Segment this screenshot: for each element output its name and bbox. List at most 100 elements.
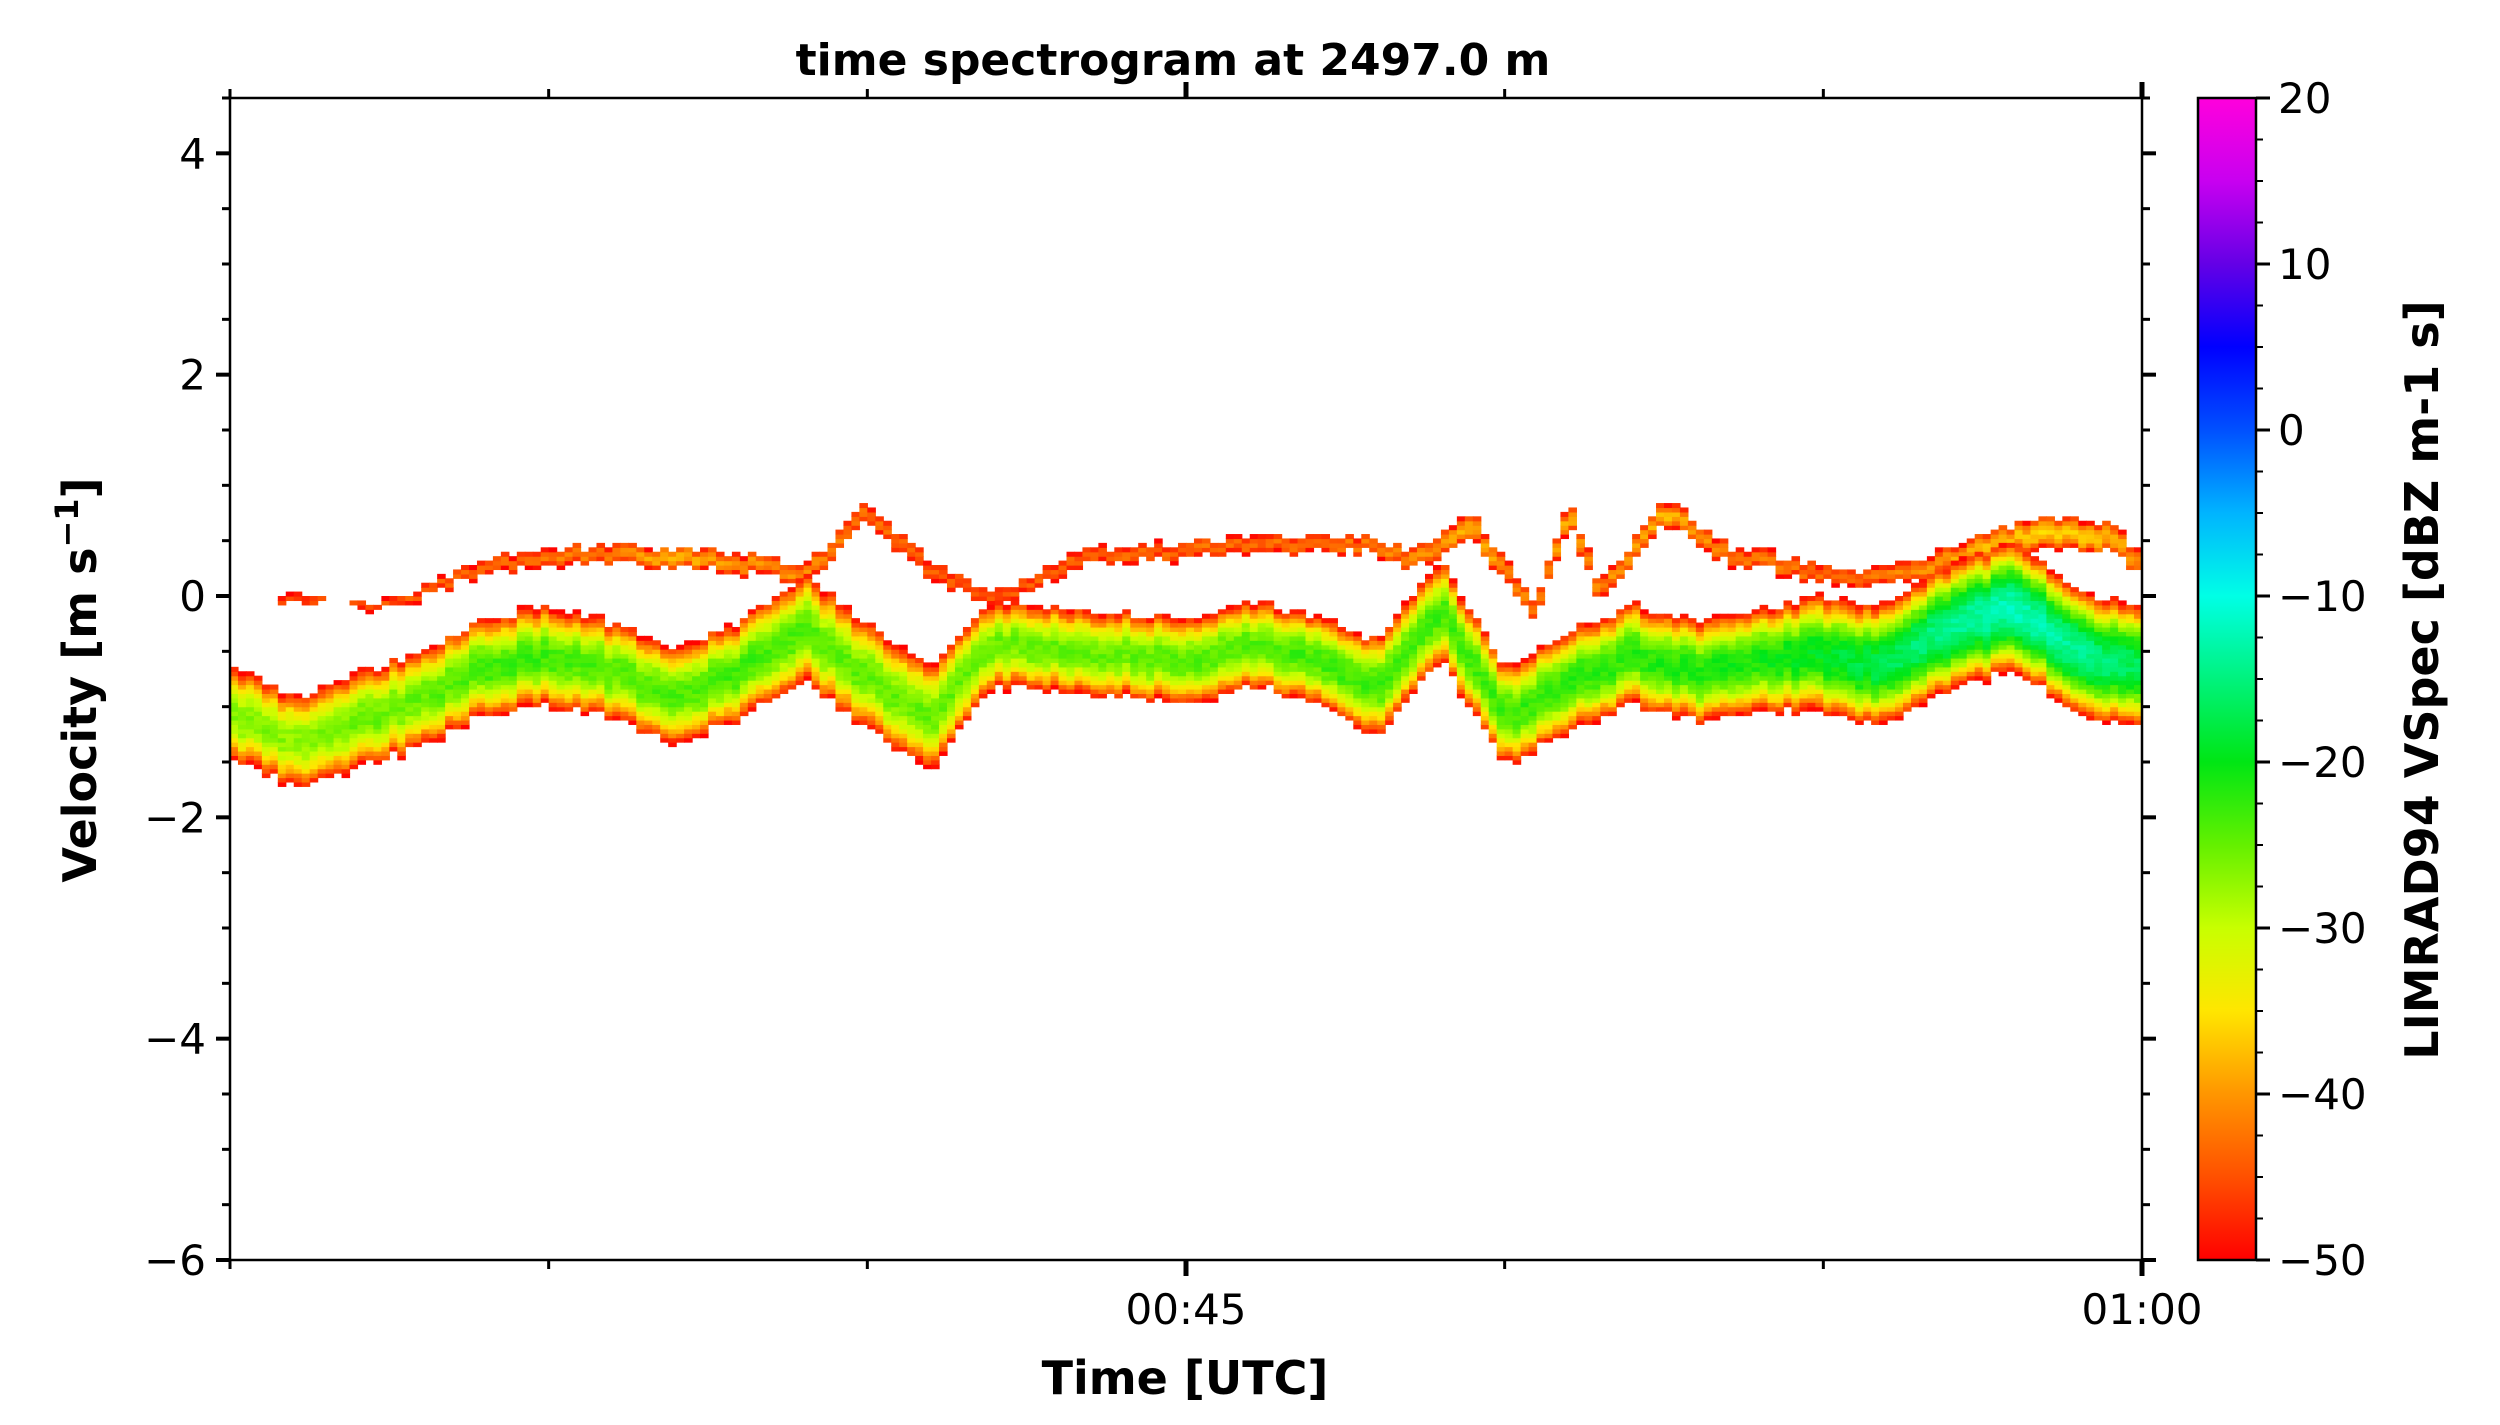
upper-band-cell	[1616, 565, 1625, 571]
main-band-cell	[1488, 662, 1498, 668]
main-band-cell	[1281, 666, 1291, 672]
main-band-cell	[357, 715, 367, 721]
main-band-cell	[453, 724, 462, 730]
main-band-cell	[1592, 719, 1601, 725]
upper-band-cell	[1576, 538, 1585, 544]
upper-band-cell	[644, 547, 653, 553]
main-band-cell	[1233, 626, 1243, 633]
main-band-cell	[309, 737, 319, 743]
main-band-cell	[1353, 662, 1362, 668]
main-band-cell	[277, 724, 287, 730]
main-band-cell	[899, 653, 908, 659]
main-band-cell	[1544, 675, 1554, 681]
main-band-cell	[1568, 640, 1577, 646]
main-band-cell	[1313, 653, 1323, 659]
main-band-cell	[1090, 657, 1099, 663]
main-band-cell	[357, 693, 367, 699]
main-band-cell	[572, 626, 582, 633]
main-band-cell	[1679, 640, 1689, 646]
main-band-cell	[476, 618, 486, 624]
main-band-cell	[1082, 671, 1091, 677]
main-band-cell	[747, 653, 757, 659]
upper-band-cell	[1528, 600, 1538, 606]
main-band-cell	[1648, 613, 1657, 619]
upper-band-cell	[628, 542, 637, 548]
upper-band-cell	[2078, 547, 2087, 553]
main-band-cell	[1448, 591, 1458, 597]
main-band-cell	[739, 675, 749, 681]
main-band-cell	[899, 724, 908, 730]
upper-band-cell	[986, 591, 996, 597]
main-band-cell	[349, 728, 359, 734]
upper-band-cell	[572, 551, 582, 557]
upper-band-cell	[660, 551, 669, 557]
main-band-cell	[1178, 666, 1187, 672]
upper-band-cell	[1743, 560, 1753, 566]
main-band-cell	[381, 693, 390, 699]
main-band-cell	[739, 702, 749, 708]
upper-band-cell	[2134, 565, 2143, 571]
upper-band-cell	[1608, 578, 1617, 584]
upper-band-cell	[1193, 547, 1203, 553]
main-band-cell	[1377, 657, 1386, 663]
main-band-cell	[484, 680, 494, 686]
main-band-cell	[309, 768, 319, 774]
main-band-cell	[532, 644, 542, 650]
main-band-cell	[747, 631, 757, 637]
main-band-cell	[301, 746, 311, 752]
main-band-cell	[1377, 640, 1386, 646]
main-band-cell	[962, 680, 972, 686]
main-band-cell	[1671, 640, 1681, 646]
main-band-cell	[931, 724, 940, 730]
main-band-cell	[572, 680, 582, 686]
upper-band-cell	[1440, 529, 1450, 535]
main-band-cell	[1018, 666, 1028, 672]
main-band-cell	[572, 666, 582, 672]
main-band-cell	[1313, 622, 1323, 628]
main-band-cell	[277, 742, 287, 748]
main-band-cell	[1727, 622, 1737, 628]
main-band-cell	[931, 711, 940, 717]
main-band-cell	[1305, 649, 1315, 655]
main-band-cell	[1648, 622, 1657, 628]
main-band-cell	[859, 635, 868, 641]
main-band-cell	[859, 688, 868, 694]
main-band-cell	[524, 697, 534, 703]
main-band-cell	[484, 622, 494, 628]
main-band-cell	[962, 702, 972, 708]
main-band-cell	[588, 688, 598, 694]
main-band-cell	[309, 764, 319, 770]
main-band-cell	[445, 693, 454, 699]
upper-band-cell	[1711, 547, 1721, 553]
main-band-cell	[1377, 666, 1386, 672]
main-band-cell	[843, 675, 852, 681]
main-band-cell	[572, 675, 582, 681]
main-band-cell	[1656, 657, 1665, 663]
main-band-cell	[317, 711, 327, 717]
main-band-cell	[373, 742, 382, 748]
main-band-cell	[1193, 680, 1203, 686]
main-band-cell	[277, 759, 287, 765]
main-band-cell	[461, 702, 470, 708]
main-band-cell	[230, 728, 239, 734]
main-band-cell	[644, 644, 653, 650]
main-band-cell	[1687, 671, 1697, 677]
upper-band-cell	[978, 587, 988, 593]
main-band-cell	[668, 671, 677, 677]
main-band-cell	[453, 702, 462, 708]
main-band-cell	[1488, 719, 1498, 725]
main-band-cell	[437, 680, 446, 686]
upper-band-cell	[2070, 529, 2079, 535]
main-band-cell	[333, 733, 343, 739]
main-band-cell	[1520, 702, 1530, 708]
main-band-cell	[397, 693, 406, 699]
main-band-cell	[1464, 609, 1474, 615]
main-band-cell	[317, 693, 327, 699]
main-band-cell	[1472, 635, 1482, 641]
upper-band-cell	[1942, 547, 1952, 553]
main-band-cell	[970, 675, 980, 681]
main-band-cell	[835, 693, 845, 699]
main-band-cell	[1193, 697, 1203, 703]
main-band-cell	[293, 724, 303, 730]
upper-band-cell	[1130, 560, 1139, 566]
